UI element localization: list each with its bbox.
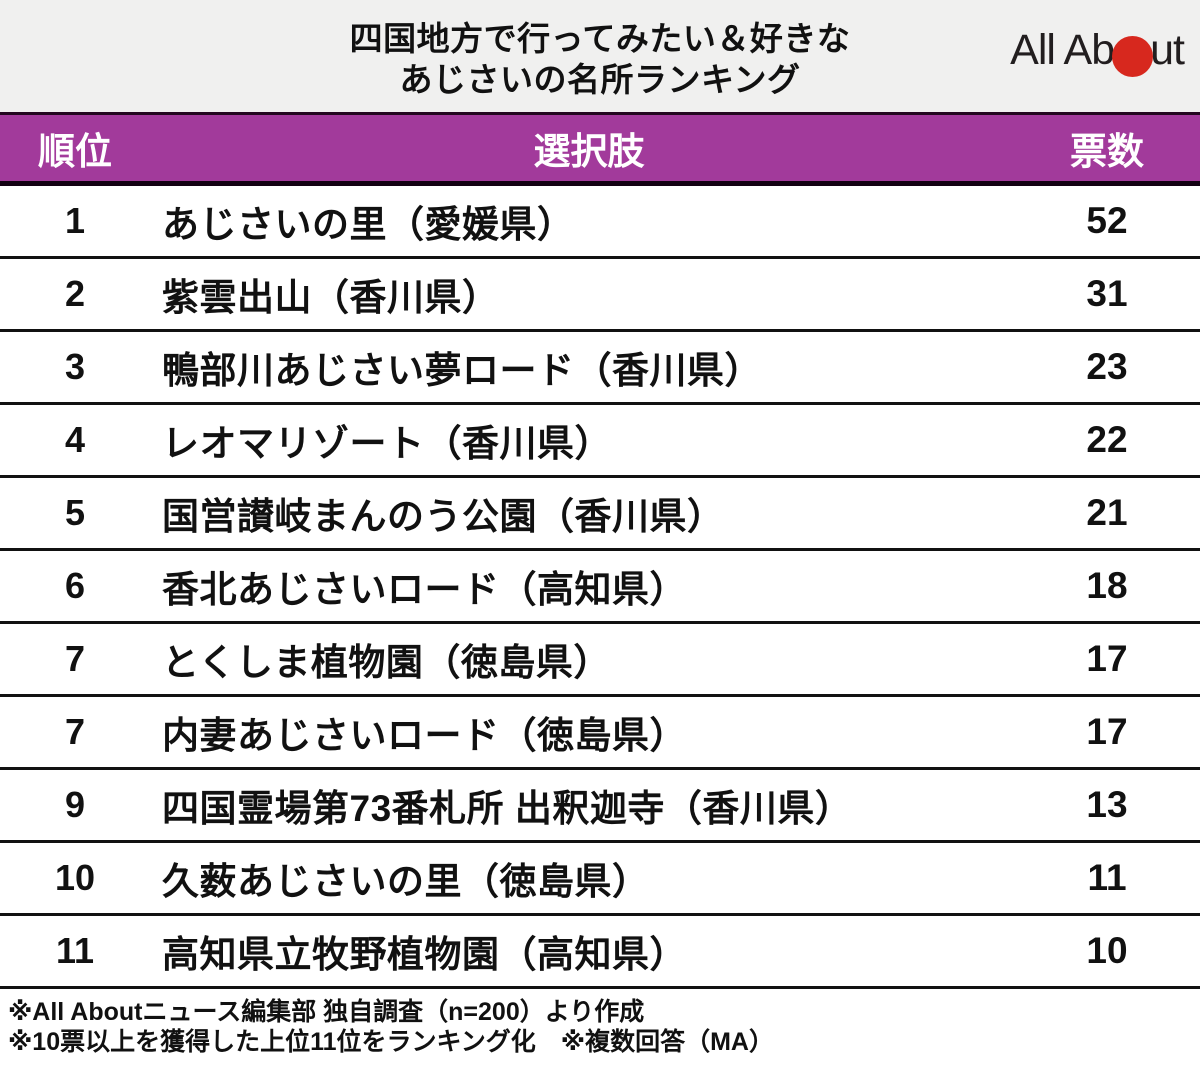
name-cell: 高知県立牧野植物園（高知県） [162, 934, 687, 975]
column-header-votes: 票数 [1070, 131, 1144, 172]
table-row: 9 四国霊場第73番札所 出釈迦寺（香川県） 13 [0, 770, 1200, 843]
table-row: 10 久薮あじさいの里（徳島県） 11 [0, 843, 1200, 916]
ranking-table-body: 1 あじさいの里（愛媛県） 52 2 紫雲出山（香川県） 31 3 鴨部川あじさ… [0, 186, 1200, 989]
name-cell: あじさいの里（愛媛県） [162, 204, 575, 245]
name-cell: とくしま植物園（徳島県） [162, 642, 611, 683]
votes-cell: 23 [1086, 346, 1128, 387]
logo-text-before: All Ab [1010, 26, 1115, 74]
table-row: 11 高知県立牧野植物園（高知県） 10 [0, 916, 1200, 989]
votes-cell: 17 [1086, 711, 1128, 752]
name-cell: 香北あじさいロード（高知県） [162, 569, 687, 610]
name-cell: レオマリゾート（香川県） [162, 423, 612, 464]
rank-cell: 7 [64, 638, 86, 679]
page-title: 四国地方で行ってみたい＆好きな あじさいの名所ランキング [0, 18, 1200, 100]
rank-cell: 6 [64, 565, 86, 606]
votes-cell: 18 [1086, 565, 1128, 606]
votes-cell: 13 [1086, 784, 1128, 825]
logo-red-ball-icon [1112, 36, 1154, 77]
name-cell: 久薮あじさいの里（徳島県） [162, 861, 650, 902]
votes-cell: 21 [1086, 492, 1128, 533]
votes-cell: 10 [1086, 930, 1128, 971]
table-row: 5 国営讃岐まんのう公園（香川県） 21 [0, 478, 1200, 551]
rank-cell: 4 [64, 419, 86, 460]
rank-cell: 3 [64, 346, 86, 387]
page-title-line2: あじさいの名所ランキング [399, 61, 801, 98]
rank-cell: 11 [55, 930, 95, 971]
table-header-row: 順位 選択肢 票数 [0, 112, 1200, 186]
column-header-rank: 順位 [38, 131, 112, 172]
footer-note-source: ※All Aboutニュース編集部 独自調査（n=200）より作成 [8, 998, 645, 1026]
rank-cell: 1 [64, 200, 86, 241]
logo-text-after: ut [1150, 26, 1185, 74]
votes-cell: 22 [1086, 419, 1128, 460]
title-band: 四国地方で行ってみたい＆好きな あじさいの名所ランキング All Ab ut [0, 0, 1200, 112]
votes-cell: 17 [1086, 638, 1128, 679]
name-cell: 内妻あじさいロード（徳島県） [162, 715, 687, 756]
all-about-logo: All Ab ut [1010, 26, 1185, 80]
votes-cell: 52 [1086, 200, 1128, 241]
table-row: 4 レオマリゾート（香川県） 22 [0, 405, 1200, 478]
table-row: 3 鴨部川あじさい夢ロード（香川県） 23 [0, 332, 1200, 405]
table-row: 7 とくしま植物園（徳島県） 17 [0, 624, 1200, 697]
name-cell: 紫雲出山（香川県） [162, 277, 500, 318]
table-row: 1 あじさいの里（愛媛県） 52 [0, 186, 1200, 259]
footer-note-method: ※10票以上を獲得した上位11位をランキング化 ※複数回答（MA） [8, 1028, 774, 1056]
page-title-line1: 四国地方で行ってみたい＆好きな [349, 20, 851, 57]
rank-cell: 7 [64, 711, 86, 752]
votes-cell: 31 [1086, 273, 1128, 314]
rank-cell: 2 [64, 273, 86, 314]
rank-cell: 5 [64, 492, 86, 533]
table-row: 2 紫雲出山（香川県） 31 [0, 259, 1200, 332]
rank-cell: 9 [64, 784, 86, 825]
name-cell: 四国霊場第73番札所 出釈迦寺（香川県） [162, 788, 853, 829]
rank-cell: 10 [54, 857, 96, 898]
table-row: 7 内妻あじさいロード（徳島県） 17 [0, 697, 1200, 770]
name-cell: 鴨部川あじさい夢ロード（香川県） [162, 350, 762, 391]
footer-notes: ※All Aboutニュース編集部 独自調査（n=200）より作成 ※10票以上… [0, 989, 1200, 1057]
table-row: 6 香北あじさいロード（高知県） 18 [0, 551, 1200, 624]
column-header-choice: 選択肢 [533, 131, 645, 172]
votes-cell: 11 [1087, 857, 1127, 898]
name-cell: 国営讃岐まんのう公園（香川県） [162, 496, 725, 537]
